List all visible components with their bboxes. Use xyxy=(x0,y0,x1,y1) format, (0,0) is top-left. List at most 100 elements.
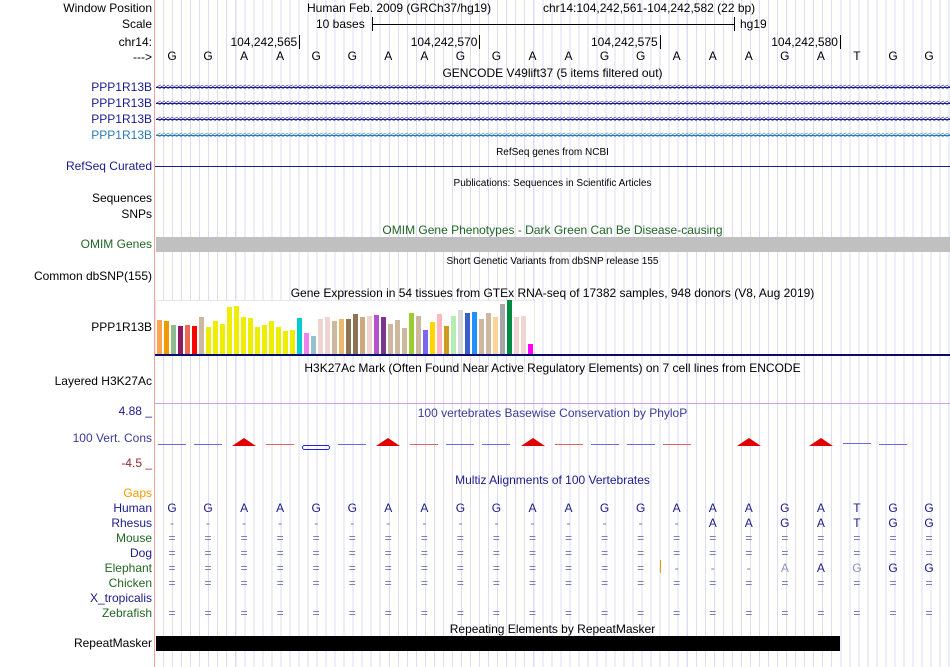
alignment-base: = xyxy=(168,531,176,545)
gtex-bar[interactable] xyxy=(339,319,344,354)
alignment-base: - xyxy=(530,516,535,530)
alignment-base: = xyxy=(348,546,356,560)
gtex-bar[interactable] xyxy=(332,321,337,354)
gtex-bar[interactable] xyxy=(374,315,379,354)
alignment-base: = xyxy=(384,531,392,545)
gtex-bar[interactable] xyxy=(311,336,316,354)
gtex-bar[interactable] xyxy=(276,327,281,354)
alignment-base: - xyxy=(350,516,355,530)
gtex-bar[interactable] xyxy=(157,320,162,354)
gtex-bar[interactable] xyxy=(479,319,484,354)
position-readout[interactable]: chr14:104,242,561-104,242,582 (22 bp) xyxy=(543,1,756,15)
omim-bar[interactable] xyxy=(156,237,950,252)
alignment-base: = xyxy=(384,546,392,560)
alignment-base: - xyxy=(566,516,571,530)
phylop-peak xyxy=(736,438,761,446)
gtex-bar[interactable] xyxy=(297,318,302,354)
gtex-bar[interactable] xyxy=(241,317,246,354)
h3k27ac-label[interactable]: Layered H3K27Ac xyxy=(54,374,152,388)
gtex-bar[interactable] xyxy=(423,330,428,354)
gtex-bar[interactable] xyxy=(213,321,218,354)
alignment-base: G xyxy=(635,501,646,515)
gtex-bar[interactable] xyxy=(318,319,323,354)
gap-marker xyxy=(660,560,661,573)
repeatmasker-label[interactable]: RepeatMasker xyxy=(73,636,152,650)
gtex-bar[interactable] xyxy=(381,317,386,354)
gtex-bar[interactable] xyxy=(437,314,442,354)
alignment-base: = xyxy=(528,576,536,590)
gtex-label[interactable]: PPP1R13B xyxy=(91,320,152,334)
gtex-bar[interactable] xyxy=(206,327,211,354)
gtex-bar[interactable] xyxy=(367,316,372,354)
alignment-base: A xyxy=(708,516,717,530)
gtex-bar[interactable] xyxy=(360,317,365,354)
gtex-bar[interactable] xyxy=(164,321,169,354)
gene-label[interactable]: PPP1R13B xyxy=(91,80,152,94)
gtex-bar[interactable] xyxy=(234,306,239,354)
gtex-bar[interactable] xyxy=(507,300,512,354)
gtex-bar[interactable] xyxy=(290,330,295,354)
alignment-base: - xyxy=(674,516,679,530)
gtex-bar[interactable] xyxy=(248,318,253,354)
gtex-bar[interactable] xyxy=(430,322,435,354)
gtex-bar[interactable] xyxy=(388,324,393,354)
gtex-bar[interactable] xyxy=(458,310,463,354)
species-label[interactable]: Human xyxy=(113,501,152,515)
species-label[interactable]: Rhesus xyxy=(111,516,152,530)
gtex-bar[interactable] xyxy=(346,319,351,354)
pubs-sequences-label[interactable]: Sequences xyxy=(91,191,152,205)
gtex-bar[interactable] xyxy=(199,317,204,354)
gtex-bar[interactable] xyxy=(486,313,491,354)
gtex-bar[interactable] xyxy=(409,313,414,354)
gtex-bar[interactable] xyxy=(220,324,225,354)
gtex-bar[interactable] xyxy=(192,326,197,354)
gtex-bar[interactable] xyxy=(521,316,526,354)
gene-label[interactable]: PPP1R13B xyxy=(91,96,152,110)
gene-label[interactable]: PPP1R13B xyxy=(91,128,152,142)
gtex-bar[interactable] xyxy=(255,327,260,354)
gtex-bar[interactable] xyxy=(353,314,358,354)
gtex-bar[interactable] xyxy=(262,325,267,354)
species-label[interactable]: Mouse xyxy=(115,531,152,545)
species-label[interactable]: X_tropicalis xyxy=(89,591,152,605)
gtex-bar[interactable] xyxy=(283,331,288,354)
gtex-bar[interactable] xyxy=(500,304,505,354)
species-label[interactable]: Chicken xyxy=(108,576,152,590)
gtex-bar[interactable] xyxy=(444,326,449,354)
gtex-bar[interactable] xyxy=(185,325,190,354)
alignment-base: G xyxy=(599,501,610,515)
gtex-bar[interactable] xyxy=(171,325,176,354)
repeatmasker-bar[interactable] xyxy=(156,636,840,651)
gtex-bar[interactable] xyxy=(416,316,421,354)
gtex-bar[interactable] xyxy=(451,316,456,354)
alignment-base: = xyxy=(276,606,284,620)
phylop-peak xyxy=(808,438,833,446)
phylop-max: 4.88 _ xyxy=(118,404,152,418)
alignment-base: = xyxy=(709,531,717,545)
gtex-bar[interactable] xyxy=(325,317,330,354)
gtex-bar[interactable] xyxy=(269,321,274,354)
gtex-bar[interactable] xyxy=(493,317,498,354)
gtex-bar[interactable] xyxy=(514,317,519,354)
gtex-bar[interactable] xyxy=(227,307,232,354)
alignment-base: = xyxy=(745,546,753,560)
gtex-bar[interactable] xyxy=(178,326,183,354)
gtex-bar[interactable] xyxy=(465,313,470,354)
pubs-snps-label[interactable]: SNPs xyxy=(121,207,152,221)
dbsnp-label[interactable]: Common dbSNP(155) xyxy=(33,269,152,283)
gtex-bar[interactable] xyxy=(528,344,533,354)
multiz-gaps-label[interactable]: Gaps xyxy=(123,486,152,500)
omim-label[interactable]: OMIM Genes xyxy=(80,237,152,251)
gtex-bar[interactable] xyxy=(402,328,407,354)
gtex-bar[interactable] xyxy=(472,312,477,354)
refseq-label[interactable]: RefSeq Curated xyxy=(65,159,152,173)
phylop-label[interactable]: 100 Vert. Cons xyxy=(72,431,152,445)
species-label[interactable]: Dog xyxy=(129,546,152,560)
gene-label[interactable]: PPP1R13B xyxy=(91,112,152,126)
gtex-bar[interactable] xyxy=(395,320,400,354)
species-label[interactable]: Elephant xyxy=(104,561,152,575)
gtex-bar[interactable] xyxy=(304,333,309,354)
refseq-line[interactable] xyxy=(155,166,950,167)
alignment-base: = xyxy=(565,576,573,590)
species-label[interactable]: Zebrafish xyxy=(101,606,152,620)
